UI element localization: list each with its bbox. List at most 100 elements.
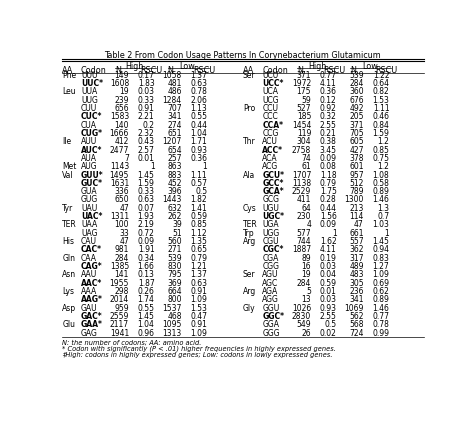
Text: RSCU: RSCU <box>375 66 398 75</box>
Text: 1.93: 1.93 <box>138 212 155 221</box>
Text: GGG: GGG <box>262 329 280 337</box>
Text: 0.28: 0.28 <box>320 195 337 205</box>
Text: CGG: CGG <box>262 262 279 271</box>
Text: ACA: ACA <box>262 154 278 163</box>
Text: 1443: 1443 <box>162 195 182 205</box>
Text: 0.07: 0.07 <box>137 204 155 213</box>
Text: 0.43: 0.43 <box>137 137 155 146</box>
Text: 1.41: 1.41 <box>191 204 207 213</box>
Text: CGA: CGA <box>262 254 279 263</box>
Text: 577: 577 <box>297 229 311 238</box>
Text: UGA: UGA <box>262 220 279 229</box>
Text: AAC*: AAC* <box>81 279 102 288</box>
Text: GCG: GCG <box>262 195 279 205</box>
Text: Arg: Arg <box>243 287 256 296</box>
Text: Thr: Thr <box>243 137 255 146</box>
Text: 0.2: 0.2 <box>143 121 155 130</box>
Text: GCC*: GCC* <box>262 179 283 188</box>
Text: 1.87: 1.87 <box>138 279 155 288</box>
Text: 205: 205 <box>349 112 364 121</box>
Text: 1: 1 <box>384 229 390 238</box>
Text: 486: 486 <box>167 87 182 97</box>
Text: 412: 412 <box>115 137 129 146</box>
Text: Ile: Ile <box>63 137 72 146</box>
Text: UAU: UAU <box>81 204 97 213</box>
Text: 0.59: 0.59 <box>319 279 337 288</box>
Text: 795: 795 <box>167 270 182 279</box>
Text: 1955: 1955 <box>109 279 129 288</box>
Text: UUC*: UUC* <box>81 79 103 88</box>
Text: 284: 284 <box>115 254 129 263</box>
Text: 1.53: 1.53 <box>191 303 207 313</box>
Text: 378: 378 <box>349 154 364 163</box>
Text: 271: 271 <box>167 245 182 254</box>
Text: 1.59: 1.59 <box>138 179 155 188</box>
Text: 0.64: 0.64 <box>373 79 390 88</box>
Text: CUG*: CUG* <box>81 129 103 138</box>
Text: 957: 957 <box>349 171 364 179</box>
Text: GAC*: GAC* <box>81 312 102 321</box>
Text: 19: 19 <box>301 270 311 279</box>
Text: 274: 274 <box>167 121 182 130</box>
Text: 0.55: 0.55 <box>137 303 155 313</box>
Text: AAG*: AAG* <box>81 295 103 304</box>
Text: 0.17: 0.17 <box>138 71 155 80</box>
Text: 47: 47 <box>354 220 364 229</box>
Text: 1.71: 1.71 <box>191 137 207 146</box>
Text: ACU: ACU <box>262 137 278 146</box>
Text: UAG: UAG <box>81 229 98 238</box>
Text: 336: 336 <box>114 187 129 196</box>
Text: 0.94: 0.94 <box>373 245 390 254</box>
Text: 481: 481 <box>167 79 182 88</box>
Text: CCA*: CCA* <box>262 121 283 130</box>
Text: Asn: Asn <box>63 270 76 279</box>
Text: GUU*: GUU* <box>81 171 104 179</box>
Text: Low: Low <box>362 61 377 71</box>
Text: CCG: CCG <box>262 129 279 138</box>
Text: Ser: Ser <box>243 71 255 80</box>
Text: UGU: UGU <box>262 204 279 213</box>
Text: 1.03: 1.03 <box>373 220 390 229</box>
Text: 0.55: 0.55 <box>190 112 207 121</box>
Text: 317: 317 <box>349 254 364 263</box>
Text: 1.3: 1.3 <box>377 204 390 213</box>
Text: AUG: AUG <box>81 162 98 171</box>
Text: 0.83: 0.83 <box>373 254 390 263</box>
Text: 562: 562 <box>349 312 364 321</box>
Text: 2477: 2477 <box>109 146 129 155</box>
Text: UUG: UUG <box>81 96 98 105</box>
Text: 284: 284 <box>297 279 311 288</box>
Text: Arg: Arg <box>243 237 256 246</box>
Text: 1300: 1300 <box>345 195 364 205</box>
Text: 1.04: 1.04 <box>191 129 207 138</box>
Text: 213: 213 <box>349 204 364 213</box>
Text: 1.09: 1.09 <box>191 329 207 337</box>
Text: 19: 19 <box>119 87 129 97</box>
Text: 1069: 1069 <box>345 303 364 313</box>
Text: 0.58: 0.58 <box>373 179 390 188</box>
Text: 341: 341 <box>349 295 364 304</box>
Text: CGC*: CGC* <box>262 245 283 254</box>
Text: 1: 1 <box>202 162 207 171</box>
Text: 2.57: 2.57 <box>138 146 155 155</box>
Text: GGU: GGU <box>262 303 280 313</box>
Text: 789: 789 <box>349 187 364 196</box>
Text: 371: 371 <box>349 121 364 130</box>
Text: 26: 26 <box>301 329 311 337</box>
Text: 0.78: 0.78 <box>191 87 207 97</box>
Text: Cys: Cys <box>243 204 257 213</box>
Text: 959: 959 <box>114 303 129 313</box>
Text: CUU: CUU <box>81 104 97 113</box>
Text: 0.63: 0.63 <box>190 279 207 288</box>
Text: 0.89: 0.89 <box>373 187 390 196</box>
Text: 1.56: 1.56 <box>320 212 337 221</box>
Text: CAU: CAU <box>81 237 97 246</box>
Text: GGC*: GGC* <box>262 312 284 321</box>
Text: 1.08: 1.08 <box>373 171 390 179</box>
Text: ACG: ACG <box>262 162 279 171</box>
Text: 257: 257 <box>167 154 182 163</box>
Text: Codon: Codon <box>81 66 107 75</box>
Text: 1: 1 <box>332 229 337 238</box>
Text: 981: 981 <box>115 245 129 254</box>
Text: Ala: Ala <box>243 171 255 179</box>
